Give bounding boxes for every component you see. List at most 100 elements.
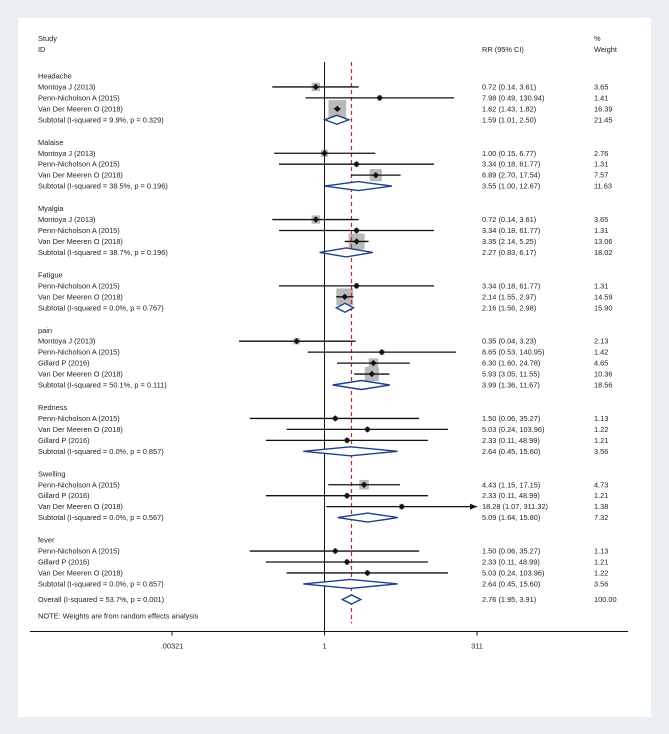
study-label: Van Der Meeren O (2018) <box>38 568 123 577</box>
study-weight-text: 2.13 <box>594 337 608 346</box>
point-estimate <box>353 282 360 290</box>
subtotal-label: Subtotal (I-squared = 0.0%, p = 0.857) <box>38 447 164 456</box>
study-ci-text: 1.62 (1.43, 1.82) <box>482 104 536 113</box>
subtotal-ci-text: 3.99 (1.36, 11.67) <box>482 381 540 390</box>
study-label: Penn-Nicholson A (2015) <box>38 414 120 423</box>
point-estimate <box>360 481 368 488</box>
subtotal-ci-text: 1.59 (1.01, 2.50) <box>482 115 536 124</box>
study-label: Penn-Nicholson A (2015) <box>38 348 120 357</box>
x-tick-label: .00321 <box>161 641 184 650</box>
point-estimate <box>293 338 300 345</box>
study-weight-text: 4.65 <box>594 359 608 368</box>
header-weight-pct: % <box>594 34 601 43</box>
point-estimate <box>378 348 386 356</box>
study-weight-text: 1.31 <box>594 226 608 235</box>
study-ci-text: 2.14 (1.55, 2.97) <box>482 292 536 301</box>
header-effect: RR (95% CI) <box>482 45 524 54</box>
study-ci-text: 3.34 (0.18, 61.77) <box>482 160 540 169</box>
study-label: Penn-Nicholson A (2015) <box>38 93 120 102</box>
subtotal-diamond <box>337 512 398 523</box>
group-label: Redness <box>38 403 67 412</box>
header-weight: Weight <box>594 45 617 54</box>
study-ci-text: 5.03 (0.24, 103.96) <box>482 568 544 577</box>
point-estimate <box>364 569 371 577</box>
point-estimate <box>312 83 319 91</box>
study-ci-text: 1.50 (0.06, 35.27) <box>482 547 540 556</box>
study-ci-text: 3.34 (0.18, 61.77) <box>482 281 540 290</box>
point-estimate <box>376 94 383 102</box>
subtotal-weight-text: 11.63 <box>594 182 612 191</box>
study-weight-text: 1.13 <box>594 547 608 556</box>
group-label: Headache <box>38 72 72 81</box>
point-estimate <box>341 293 348 300</box>
point-estimate <box>334 105 341 113</box>
x-tick-label: 1 <box>322 641 326 650</box>
study-weight-text: 14.59 <box>594 292 613 301</box>
study-weight-text: 10.36 <box>594 370 613 379</box>
study-label: Van Der Meeren O (2018) <box>38 425 123 434</box>
study-ci-text: 5.93 (3.05, 11.55) <box>482 370 540 379</box>
study-label: Gillard P (2016) <box>38 359 90 368</box>
point-estimate <box>372 171 379 179</box>
study-weight-text: 4.73 <box>594 480 608 489</box>
study-weight-text: 3.65 <box>594 82 608 91</box>
overall-weight-text: 100.00 <box>594 595 617 604</box>
point-estimate <box>321 150 328 157</box>
study-label: Van Der Meeren O (2018) <box>38 502 123 511</box>
subtotal-weight-text: 15.90 <box>594 303 613 312</box>
study-label: Gillard P (2016) <box>38 436 90 445</box>
subtotal-label: Subtotal (I-squared = 0.0%, p = 0.567) <box>38 513 164 522</box>
study-ci-text: 0.72 (0.14, 3.61) <box>482 215 536 224</box>
study-label: Penn-Nicholson A (2015) <box>38 226 120 235</box>
study-ci-text: 2.33 (0.11, 48.99) <box>482 558 540 567</box>
subtotal-diamond <box>322 114 351 126</box>
point-estimate <box>332 415 339 422</box>
study-label: Montoya J (2013) <box>38 337 96 346</box>
study-ci-text: 6.30 (1.60, 24.78) <box>482 359 540 368</box>
subtotal-ci-text: 2.64 (0.45, 15.60) <box>482 579 540 588</box>
study-label: Van Der Meeren O (2018) <box>38 370 123 379</box>
study-ci-text: 4.43 (1.15, 17.15) <box>482 480 540 489</box>
header-id: ID <box>38 45 45 54</box>
study-label: Gillard P (2016) <box>38 491 90 500</box>
study-ci-text: 7.98 (0.49, 130.94) <box>482 93 544 102</box>
subtotal-weight-text: 21.45 <box>594 115 613 124</box>
study-ci-text: 8.65 (0.53, 140.95) <box>482 348 544 357</box>
point-estimate <box>398 503 405 510</box>
study-weight-text: 3.65 <box>594 215 608 224</box>
study-label: Van Der Meeren O (2018) <box>38 171 123 180</box>
subtotal-diamond <box>303 578 398 590</box>
ci-arrow <box>470 503 478 510</box>
subtotal-diamond <box>332 379 390 391</box>
plot-panel <box>18 18 651 717</box>
study-weight-text: 1.21 <box>594 436 608 445</box>
subtotal-ci-text: 2.16 (1.56, 2.98) <box>482 303 536 312</box>
study-label: Van Der Meeren O (2018) <box>38 237 123 246</box>
study-weight-text: 1.22 <box>594 568 608 577</box>
subtotal-diamond <box>324 180 393 192</box>
study-label: Penn-Nicholson A (2015) <box>38 281 120 290</box>
subtotal-label: Subtotal (I-squared = 50.1%, p = 0.111) <box>38 381 167 390</box>
study-ci-text: 0.35 (0.04, 3.23) <box>482 337 536 346</box>
subtotal-label: Subtotal (I-squared = 0.0%, p = 0.857) <box>38 579 164 588</box>
subtotal-diamond <box>319 247 373 258</box>
study-weight-text: 1.22 <box>594 425 608 434</box>
point-estimate <box>364 426 371 433</box>
subtotal-weight-text: 3.56 <box>594 447 608 456</box>
study-ci-text: 18.28 (1.07, 311.32) <box>482 502 548 511</box>
subtotal-diamond <box>334 302 356 314</box>
subtotal-ci-text: 5.09 (1.64, 15.80) <box>482 513 540 522</box>
point-estimate <box>312 216 319 223</box>
study-ci-text: 2.33 (0.11, 48.99) <box>482 491 540 500</box>
x-tick-label: 311 <box>471 641 483 650</box>
study-label: Gillard P (2016) <box>38 558 90 567</box>
subtotal-label: Subtotal (I-squared = 0.0%, p = 0.767) <box>38 303 164 312</box>
subtotal-label: Subtotal (I-squared = 38.7%, p = 0.196) <box>38 248 168 257</box>
subtotal-weight-text: 7.32 <box>594 513 608 522</box>
study-weight-text: 1.21 <box>594 491 608 500</box>
study-weight-text: 1.31 <box>594 160 608 169</box>
group-label: Fatigue <box>38 270 63 279</box>
study-ci-text: 2.33 (0.11, 48.99) <box>482 436 540 445</box>
overall-ci-text: 2.76 (1.95, 3.91) <box>482 595 536 604</box>
study-label: Montoya J (2013) <box>38 149 96 158</box>
